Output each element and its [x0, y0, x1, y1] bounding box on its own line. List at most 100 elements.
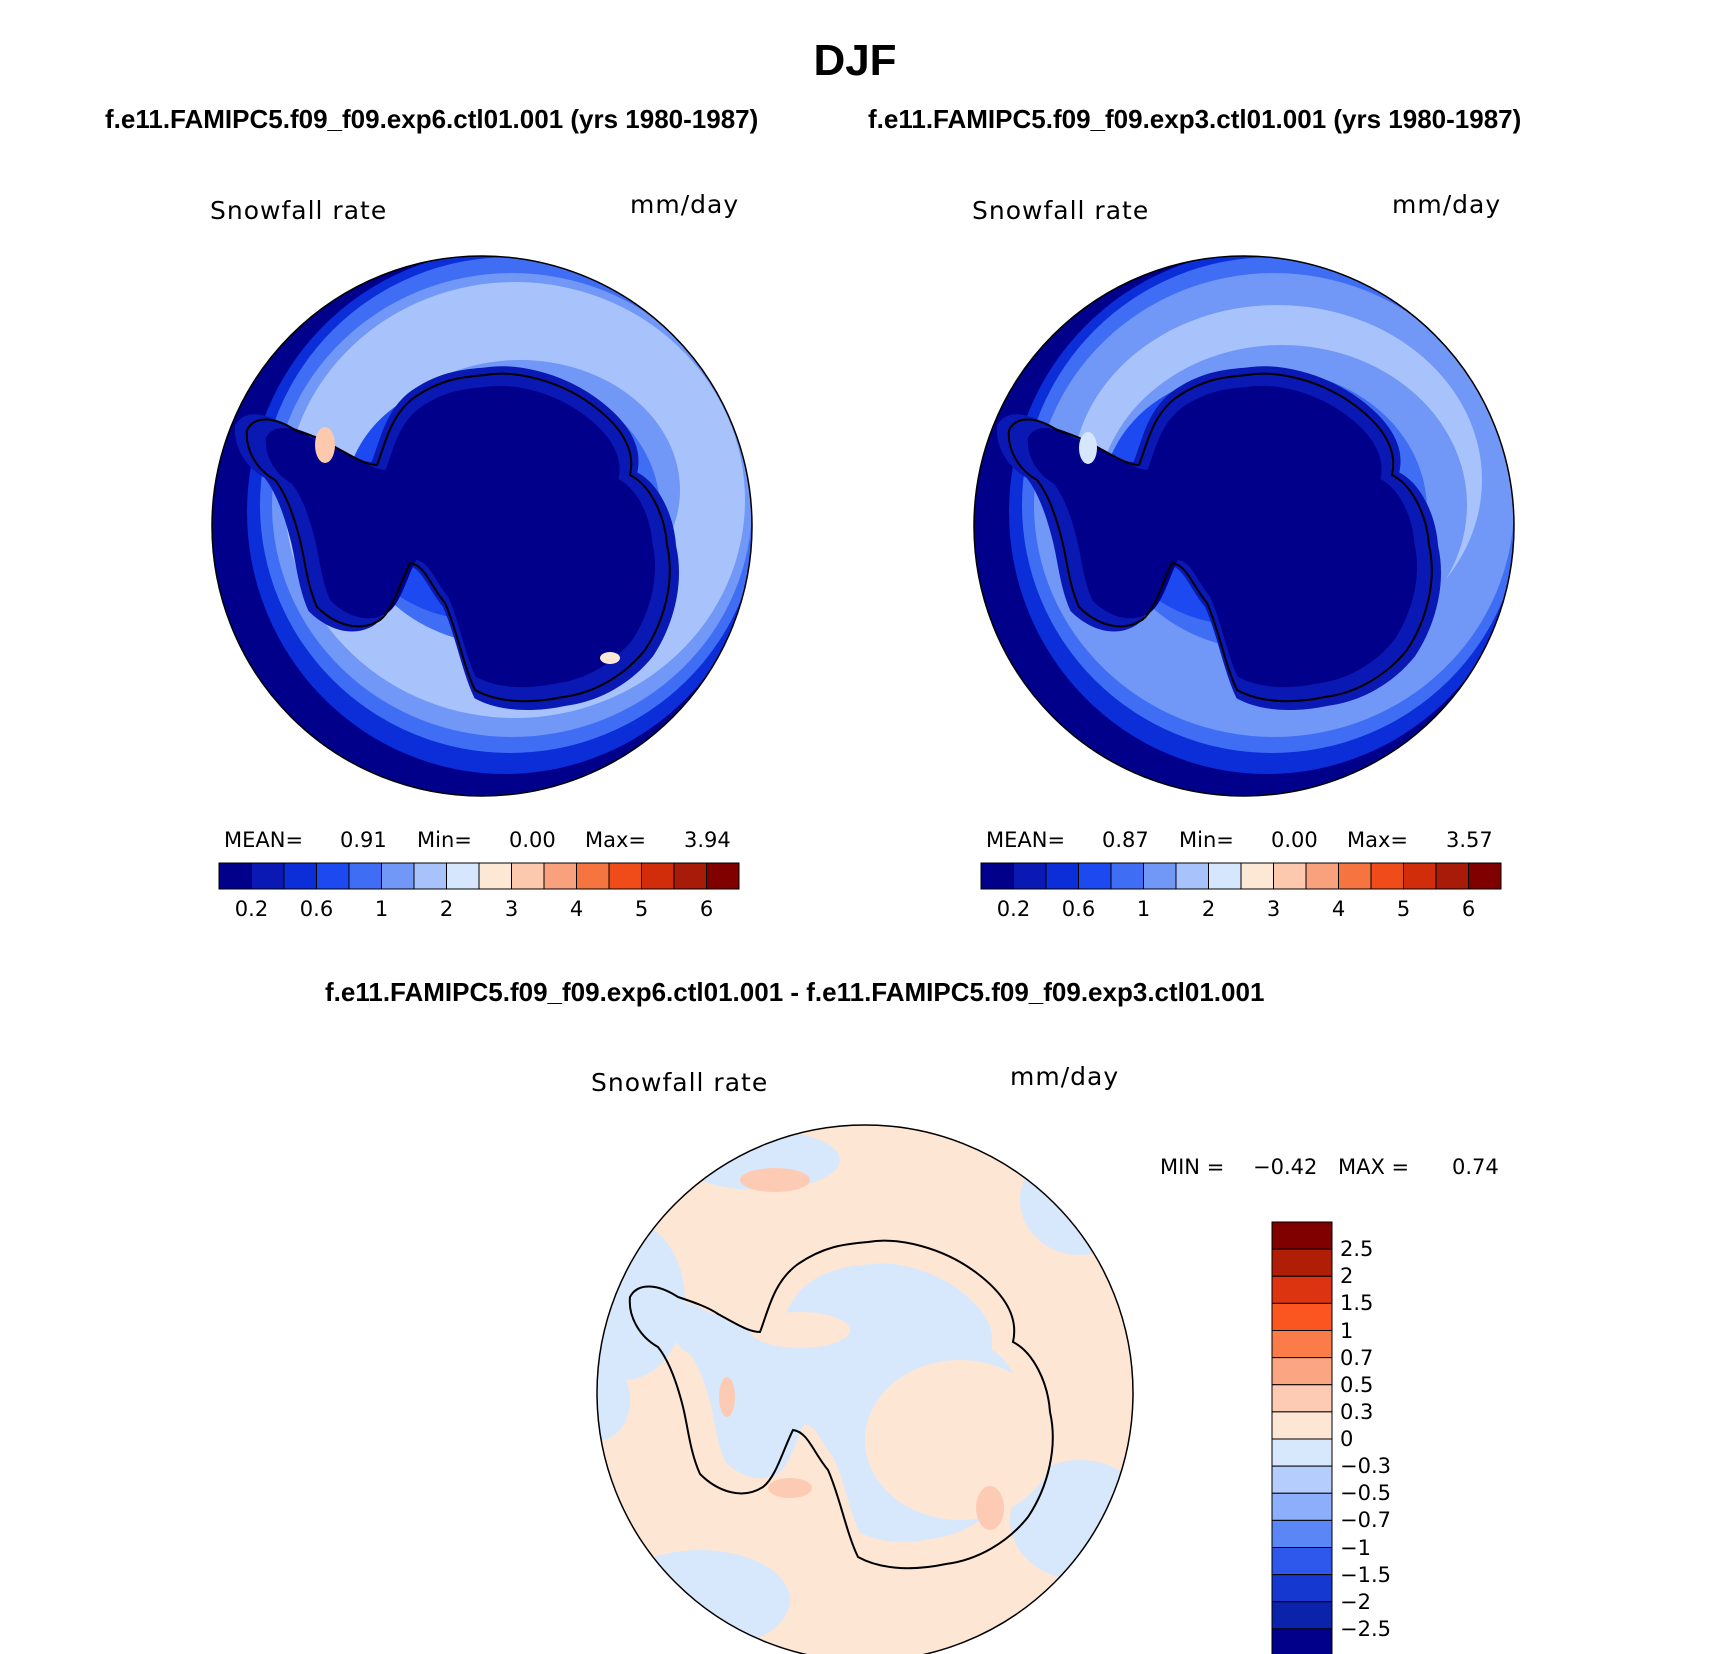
- panel1-colorbar-swatch: [543, 862, 577, 890]
- panel1-min-value: 0.00: [509, 828, 556, 852]
- panel1-colorbar-tick-label: 4: [569, 897, 584, 921]
- panel1-colorbar-swatch: [706, 862, 740, 890]
- panel2-colorbar-swatch: [1078, 862, 1112, 890]
- panel1-colorbar-swatch: [511, 862, 545, 890]
- figure-title: DJF: [813, 36, 897, 85]
- difference-colorbar-swatch: [1271, 1547, 1333, 1576]
- panel2-colorbar-tick-label: 4: [1331, 897, 1346, 921]
- difference-map: [597, 1125, 1133, 1654]
- panel1-colorbar-swatch: [348, 862, 382, 890]
- difference-colorbar-tick-label: −1.5: [1340, 1562, 1391, 1587]
- panel2-min-label: Min=: [1179, 828, 1234, 852]
- panel1-units-label: mm/day: [630, 190, 740, 219]
- difference-colorbar: [1271, 1221, 1333, 1654]
- panel1-colorbar-tick-label: 0.6: [299, 897, 334, 921]
- difference-map-border: [596, 1124, 1134, 1654]
- panel2-colorbar-swatch: [1403, 862, 1437, 890]
- panel2-colorbar-tick-label: 2: [1201, 897, 1216, 921]
- difference-min-value: −0.42: [1253, 1155, 1318, 1179]
- difference-colorbar-tick-label: 0.7: [1340, 1345, 1374, 1370]
- difference-colorbar-tick-label: −2.5: [1340, 1616, 1391, 1641]
- difference-colorbar-swatch: [1271, 1302, 1333, 1331]
- difference-units-label: mm/day: [1010, 1062, 1120, 1091]
- difference-colorbar-tick-label: −1: [1340, 1535, 1371, 1560]
- difference-colorbar-tick-label: −0.7: [1340, 1508, 1391, 1533]
- panel2-subtitle: f.e11.FAMIPC5.f09_f09.exp3.ctl01.001 (yr…: [868, 104, 1522, 134]
- panel1-map: [212, 256, 752, 796]
- difference-colorbar-swatch: [1271, 1330, 1333, 1359]
- panel2-units-label: mm/day: [1392, 190, 1502, 219]
- panel2-colorbar-tick-label: 1: [1136, 897, 1151, 921]
- difference-colorbar-swatch: [1271, 1411, 1333, 1440]
- panel2-colorbar-swatch: [1435, 862, 1469, 890]
- difference-colorbar-tick-label: 1: [1340, 1318, 1354, 1343]
- panel2-variable-label: Snowfall rate: [972, 196, 1150, 225]
- difference-max-label: MAX =: [1338, 1155, 1410, 1179]
- difference-colorbar-tick-label: 0.3: [1340, 1399, 1374, 1424]
- panel2-colorbar-tick-label: 0.6: [1061, 897, 1096, 921]
- panel1-mean-label: MEAN=: [224, 828, 304, 852]
- panel2-colorbar-swatch: [1305, 862, 1339, 890]
- difference-colorbar-swatch: [1271, 1492, 1333, 1521]
- difference-max-value: 0.74: [1452, 1155, 1499, 1179]
- panel2-mean-value: 0.87: [1102, 828, 1149, 852]
- panel1-colorbar-swatch: [381, 862, 415, 890]
- panel2-map-border: [973, 255, 1515, 797]
- difference-colorbar-tick-label: −0.5: [1340, 1481, 1391, 1506]
- panel1-colorbar-tick-label: 5: [634, 897, 649, 921]
- panel1-colorbar-tick-label: 2: [439, 897, 454, 921]
- panel1-map-border: [211, 255, 753, 797]
- panel2-colorbar-swatch: [1273, 862, 1307, 890]
- panel1-colorbar-swatch: [478, 862, 512, 890]
- panel1-colorbar-swatch: [576, 862, 610, 890]
- panel2-colorbar-tick-label: 3: [1266, 897, 1281, 921]
- difference-colorbar-swatch: [1271, 1221, 1333, 1250]
- panel1-colorbar-swatch: [641, 862, 675, 890]
- panel2-max-label: Max=: [1347, 828, 1409, 852]
- difference-colorbar-swatch: [1271, 1248, 1333, 1277]
- panel2-colorbar-swatch: [1110, 862, 1144, 890]
- difference-colorbar-tick-label: 2: [1340, 1264, 1354, 1289]
- difference-colorbar-swatch: [1271, 1465, 1333, 1494]
- panel1-subtitle: f.e11.FAMIPC5.f09_f09.exp6.ctl01.001 (yr…: [105, 104, 759, 134]
- panel1-colorbar-swatch: [608, 862, 642, 890]
- difference-colorbar-swatch: [1271, 1275, 1333, 1304]
- panel2-map: [974, 256, 1514, 796]
- panel2-colorbar-swatch: [1208, 862, 1242, 890]
- panel2-colorbar-tick-label: 5: [1396, 897, 1411, 921]
- panel2-mean-label: MEAN=: [986, 828, 1066, 852]
- difference-colorbar-swatch: [1271, 1519, 1333, 1548]
- difference-colorbar-tick-label: −0.3: [1340, 1454, 1391, 1479]
- panel1-colorbar-swatch: [316, 862, 350, 890]
- panel1-colorbar-swatch: [251, 862, 285, 890]
- panel2-colorbar-tick-label: 6: [1461, 897, 1476, 921]
- panel2-max-value: 3.57: [1446, 828, 1493, 852]
- panel2-colorbar-swatch: [1013, 862, 1047, 890]
- difference-colorbar-swatch: [1271, 1628, 1333, 1654]
- panel1-colorbar: [218, 862, 740, 890]
- difference-subtitle: f.e11.FAMIPC5.f09_f09.exp6.ctl01.001 - f…: [325, 977, 1265, 1007]
- difference-colorbar-tick-label: −2: [1340, 1589, 1371, 1614]
- panel1-colorbar-tick-label: 3: [504, 897, 519, 921]
- panel2-colorbar: [980, 862, 1502, 890]
- difference-colorbar-swatch: [1271, 1384, 1333, 1413]
- panel1-colorbar-tick-label: 0.2: [234, 897, 269, 921]
- difference-colorbar-swatch: [1271, 1357, 1333, 1386]
- panel1-colorbar-swatch: [413, 862, 447, 890]
- panel1-colorbar-swatch: [673, 862, 707, 890]
- difference-colorbar-tick-label: 1.5: [1340, 1291, 1374, 1316]
- difference-colorbar-tick-label: 2.5: [1340, 1237, 1374, 1262]
- difference-colorbar-tick-label: 0: [1340, 1427, 1354, 1451]
- panel2-colorbar-swatch: [1175, 862, 1209, 890]
- panel1-max-value: 3.94: [684, 828, 731, 852]
- panel2-colorbar-swatch: [1338, 862, 1372, 890]
- difference-variable-label: Snowfall rate: [591, 1068, 769, 1097]
- panel2-colorbar-swatch: [1240, 862, 1274, 890]
- panel1-colorbar-swatch: [218, 862, 252, 890]
- panel1-mean-value: 0.91: [340, 828, 387, 852]
- difference-min-label: MIN =: [1160, 1155, 1225, 1179]
- panel2-colorbar-swatch: [980, 862, 1014, 890]
- panel2-colorbar-swatch: [1468, 862, 1502, 890]
- panel2-colorbar-swatch: [1143, 862, 1177, 890]
